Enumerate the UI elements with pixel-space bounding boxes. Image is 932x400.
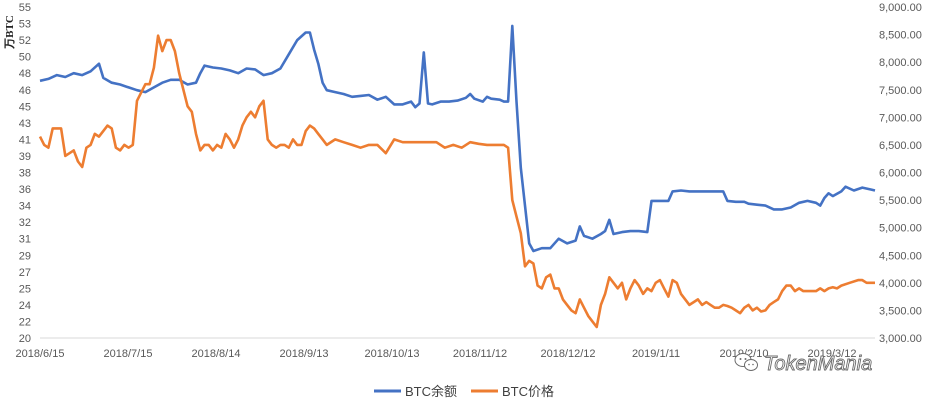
- y-left-tick-label: 39: [19, 151, 31, 163]
- legend-item-balance: BTC余额: [374, 384, 457, 399]
- y-left-tick-label: 32: [19, 217, 31, 229]
- y-left-tick-label: 43: [19, 118, 31, 130]
- y-left-tick-label: 48: [19, 68, 31, 80]
- x-tick-label: 2019/3/12: [808, 348, 857, 360]
- y-left-tick-label: 36: [19, 184, 31, 196]
- y-right-tick-label: 3,500.00: [879, 305, 922, 317]
- y-left-tick-label: 38: [19, 168, 31, 180]
- legend-item-price: BTC价格: [471, 384, 554, 399]
- x-tick-label: 2018/12/12: [540, 348, 595, 360]
- y-left-tick-label: 34: [19, 201, 31, 213]
- y-left-tick-labels: 20 22 24 25 27 29 31 32 34 36 38 39 41 43 45 46 48 50 52 53…: [19, 2, 31, 345]
- y-right-tick-label: 5,000.00: [879, 223, 922, 235]
- x-tick-label: 2018/9/13: [280, 348, 329, 360]
- y-left-tick-label: 50: [19, 52, 31, 64]
- y-right-tick-label: 7,500.00: [879, 85, 922, 97]
- watermark-text: TokenMania: [764, 353, 872, 375]
- y-left-tick-label: 27: [19, 267, 31, 279]
- y-left-tick-label: 53: [19, 19, 31, 31]
- x-tick-label: 2018/8/14: [192, 348, 241, 360]
- y-left-tick-label: 45: [19, 101, 31, 113]
- y-right-tick-labels: 3,000.00 3,500.00 4,000.00 4,500.00 5,000.00…: [879, 2, 922, 345]
- y-right-tick-label: 3,000.00: [879, 333, 922, 345]
- y-left-tick-label: 20: [19, 333, 31, 345]
- y-right-tick-label: 6,500.00: [879, 140, 922, 152]
- legend-label-price: BTC价格: [502, 384, 554, 399]
- x-tick-label: 2018/6/15: [16, 348, 65, 360]
- x-tick-labels: 2018/6/15 2018/7/15 2018/8/14 2018/9/13 2018…: [16, 348, 857, 360]
- watermark: TokenMania: [734, 353, 873, 375]
- y-left-tick-label: 31: [19, 234, 31, 246]
- series-line-balance: [39, 24, 876, 253]
- x-tick-label: 2018/11/12: [453, 348, 507, 360]
- y-left-tick-label: 24: [19, 300, 31, 312]
- series-lines: [38, 24, 876, 329]
- x-tick-label: 2018/10/13: [364, 348, 419, 360]
- y-left-axis-label: 万BTC: [3, 15, 16, 50]
- y-left-tick-label: 52: [19, 35, 31, 47]
- y-right-tick-label: 8,000.00: [879, 57, 922, 69]
- x-tick-label: 2019/1/11: [632, 348, 680, 360]
- y-right-tick-label: 4,500.00: [879, 250, 922, 262]
- legend-label-balance: BTC余额: [405, 384, 457, 399]
- y-right-tick-label: 4,000.00: [879, 278, 922, 290]
- x-tick-label: 2018/7/15: [104, 348, 153, 360]
- legend: BTC余额 BTC价格: [374, 384, 554, 399]
- y-right-tick-label: 6,000.00: [879, 168, 922, 180]
- series-line-price: [38, 34, 875, 329]
- y-right-tick-label: 8,500.00: [879, 30, 922, 42]
- y-left-tick-label: 22: [19, 316, 31, 328]
- y-left-tick-label: 46: [19, 85, 31, 97]
- y-left-tick-label: 55: [19, 2, 31, 14]
- y-left-tick-label: 25: [19, 283, 31, 295]
- y-right-tick-label: 7,000.00: [879, 112, 922, 124]
- y-right-tick-label: 9,000.00: [879, 2, 922, 14]
- wechat-icon: [734, 353, 758, 371]
- y-left-tick-label: 41: [19, 134, 31, 146]
- y-right-tick-label: 5,500.00: [879, 195, 922, 207]
- y-left-tick-label: 29: [19, 250, 31, 262]
